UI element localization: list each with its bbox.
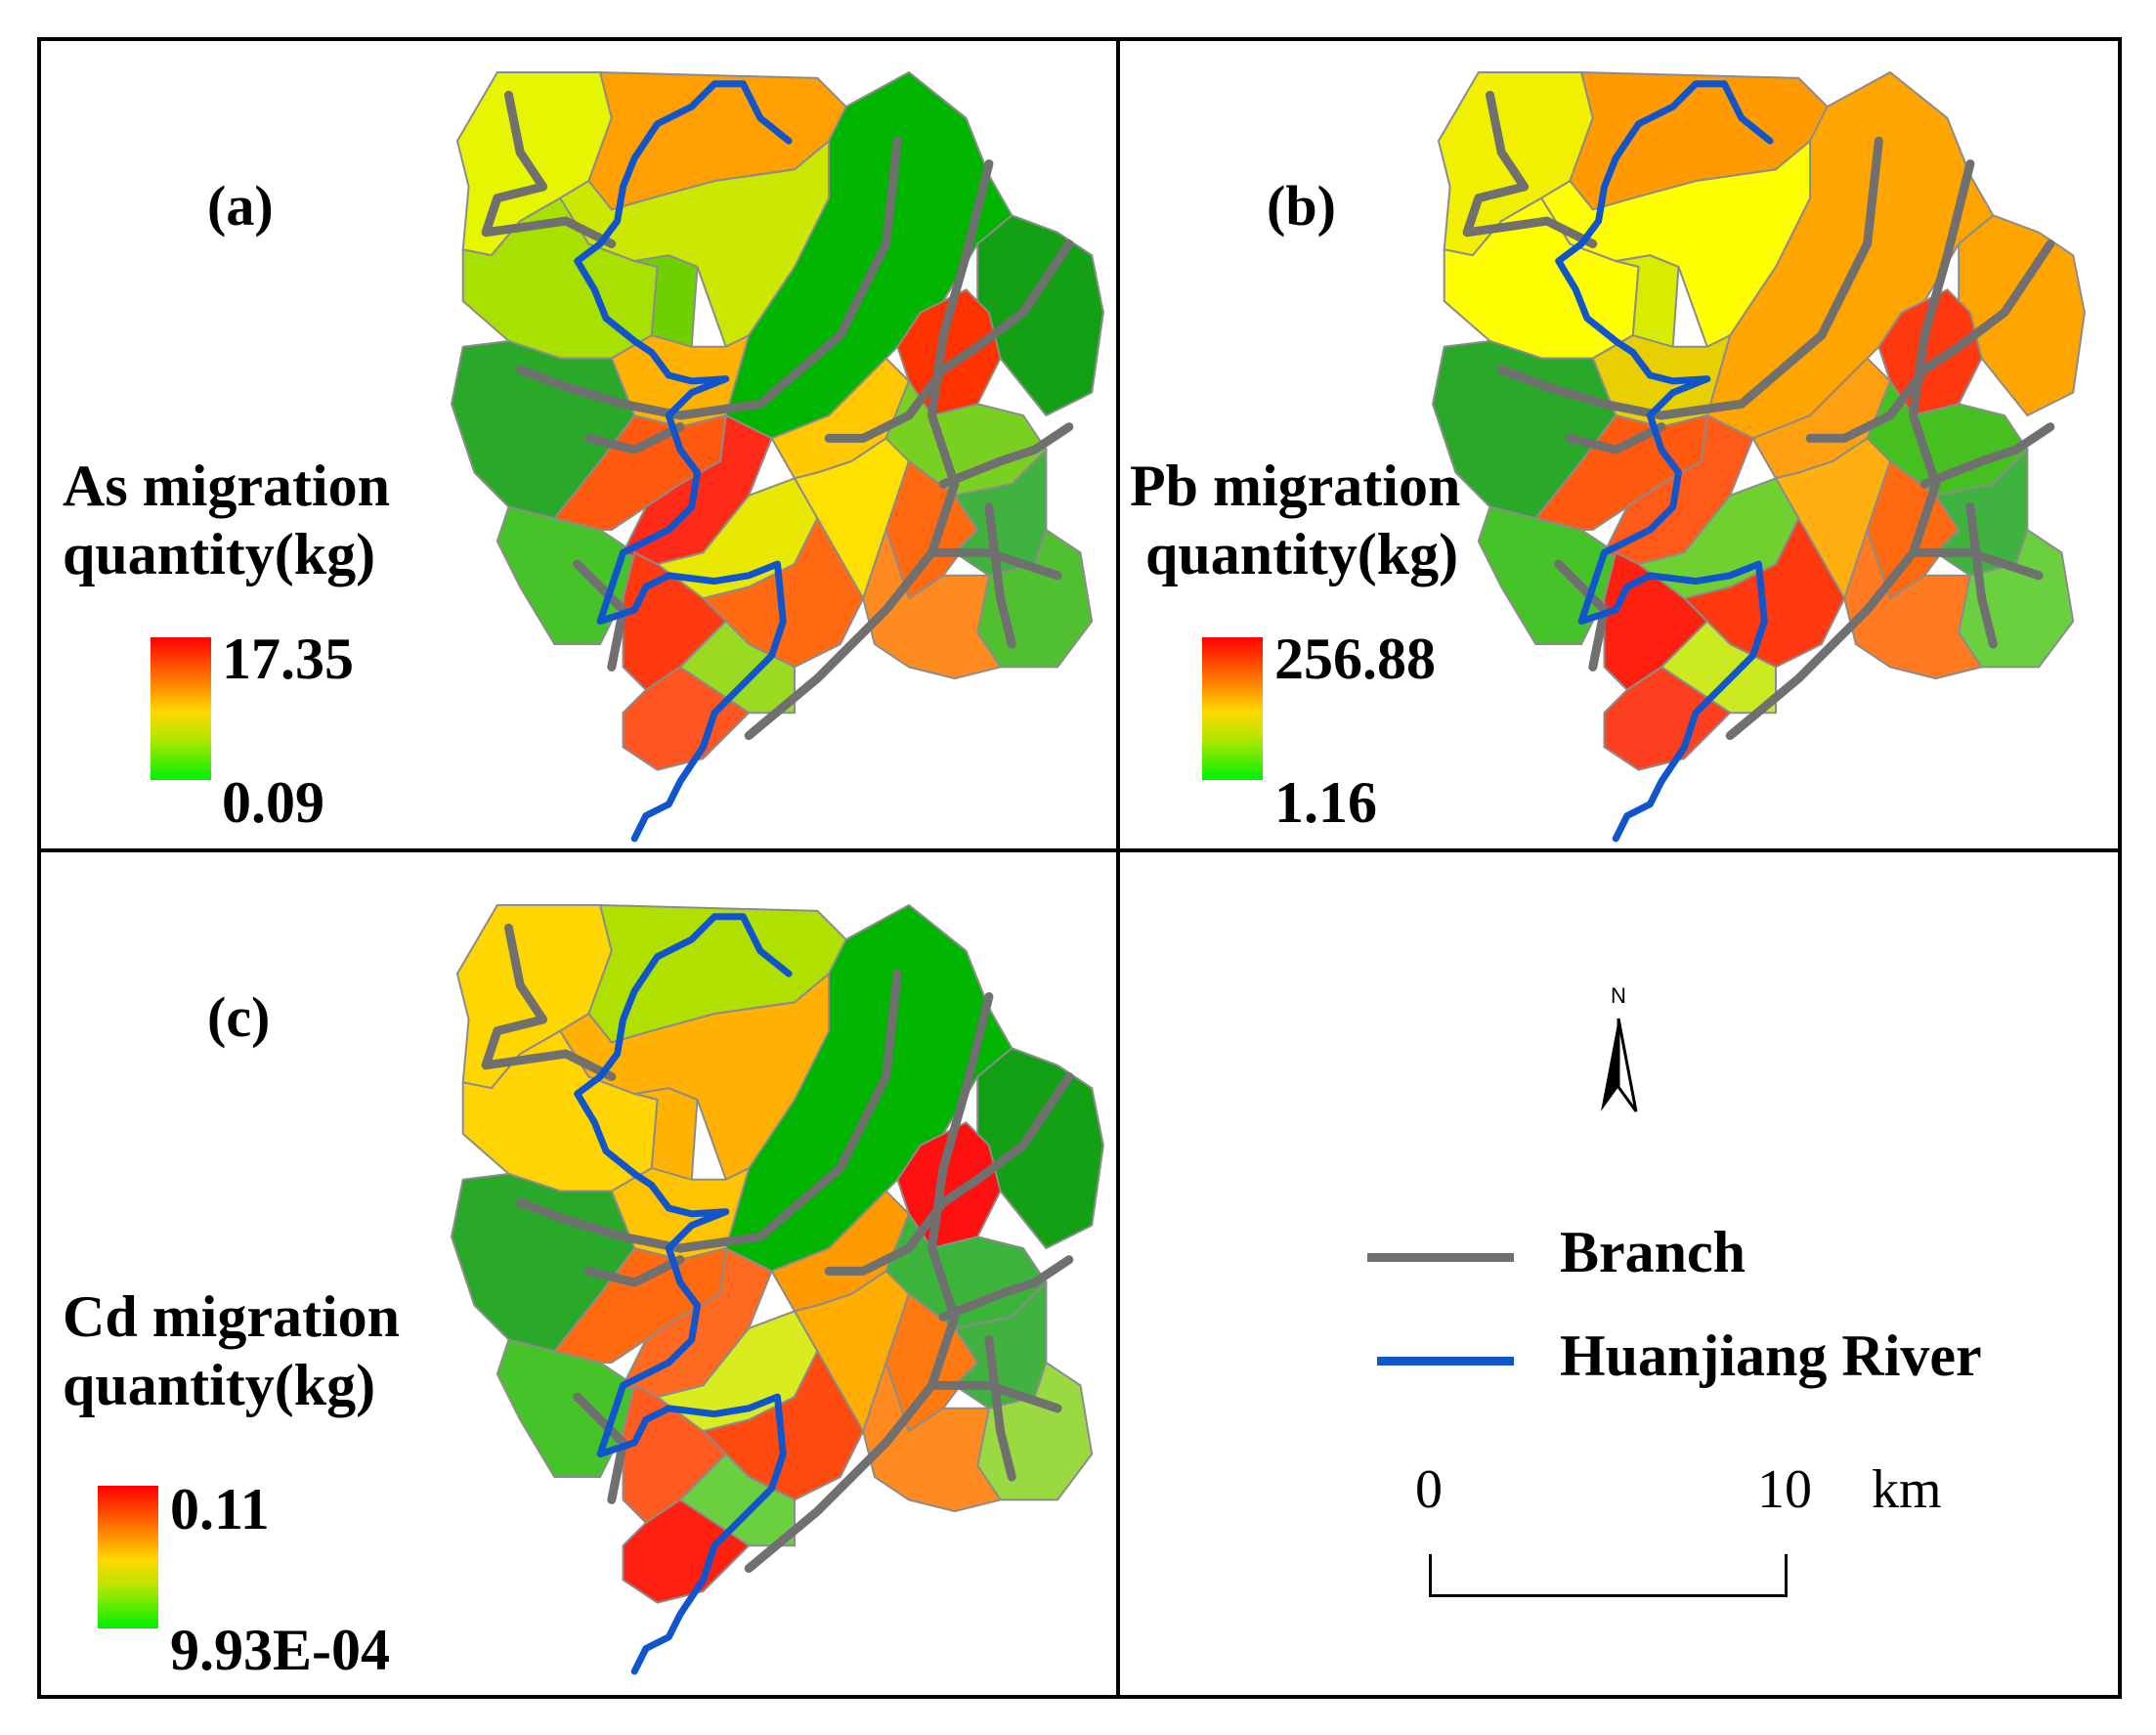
branch-line (938, 1255, 1074, 1322)
huanjiang-river-line (574, 913, 793, 1675)
branch-line (573, 559, 627, 672)
branch-line (927, 1380, 1062, 1413)
branch-line (1919, 422, 2055, 489)
ramp-c-max-label: 0.11 (170, 1477, 270, 1541)
scale-unit-label: km (1872, 1459, 1942, 1520)
branch-line (938, 422, 1074, 489)
branch-line (583, 422, 685, 455)
panel-b-tag: (b) (1267, 174, 1336, 238)
branch-line (573, 1392, 627, 1504)
north-label: N (1611, 983, 1626, 1008)
branch-line (515, 969, 902, 1253)
branch-line (481, 923, 617, 1081)
legend-panel: N Branch Huanjiang River 0 10 km (1116, 848, 2122, 1699)
scale-start-label: 0 (1415, 1459, 1443, 1520)
branch-line (984, 502, 1016, 649)
subbasin (1603, 666, 1732, 771)
map-b (1431, 70, 2086, 843)
branch-line (1805, 239, 2055, 443)
map-a (450, 70, 1104, 843)
legend-b-title-line2: quantity(kg) (1145, 522, 1459, 586)
river-legend-label: Huanjiang River (1560, 1323, 1982, 1388)
ramp-b-min-label: 1.16 (1274, 770, 1377, 835)
legend-c-title-line1: Cd migration (63, 1284, 400, 1349)
huanjiang-river-line (1555, 80, 1774, 843)
subbasin (976, 214, 1104, 417)
branch-line (1554, 559, 1609, 672)
branch-legend-line (1367, 1253, 1514, 1262)
branch-line (824, 239, 1074, 443)
panel-c-tag: (c) (207, 985, 271, 1049)
branch-line (515, 136, 902, 420)
branch-line (1565, 422, 1666, 455)
branch-line (1462, 90, 1598, 248)
ramp-b-max-label: 256.88 (1274, 627, 1436, 691)
ramp-a-min-label: 0.09 (222, 770, 324, 835)
legend-b-title-line1: Pb migration (1130, 454, 1461, 518)
branch-legend-label: Branch (1560, 1220, 1746, 1284)
panel-a-tag: (a) (207, 174, 274, 238)
subbasin (622, 1498, 751, 1604)
subbasin (558, 139, 831, 349)
ramp-a-max-label: 17.35 (222, 627, 354, 691)
north-arrow-icon (1601, 1018, 1638, 1112)
legend-c-title-line2: quantity(kg) (63, 1353, 376, 1417)
branch-line (1908, 547, 2044, 581)
branch-line (1965, 502, 1998, 649)
subbasin (622, 666, 751, 771)
subbasin (1958, 214, 2086, 417)
legend-a-title-line1: As migration (63, 454, 390, 518)
subbasin (976, 1047, 1104, 1250)
color-ramp-c (98, 1486, 158, 1628)
panel-c: (c) Cd migration quantity(kg) 0.11 9.93E… (37, 848, 1120, 1699)
subbasin (1539, 139, 1812, 349)
ramp-c-min-label: 9.93E-04 (170, 1618, 390, 1682)
legend-a-title-line2: quantity(kg) (63, 522, 376, 586)
branch-line (1496, 136, 1883, 420)
branch-line (583, 1255, 685, 1287)
color-ramp-a (151, 637, 211, 780)
huanjiang-river-line (574, 80, 793, 843)
subbasin (558, 972, 831, 1182)
color-ramp-b (1202, 637, 1263, 780)
scale-bar (1429, 1554, 1788, 1597)
river-legend-line (1377, 1357, 1514, 1366)
branch-line (984, 1335, 1016, 1482)
panel-b: (b) Pb migration quantity(kg) 256.88 1.1… (1116, 37, 2122, 852)
branch-line (927, 547, 1062, 581)
panel-a: (a) As migration quantity(kg) 17.35 0.09 (37, 37, 1120, 852)
map-c (450, 903, 1104, 1675)
branch-line (824, 1072, 1074, 1276)
branch-line (481, 90, 617, 248)
scale-end-label: 10 (1757, 1459, 1812, 1520)
